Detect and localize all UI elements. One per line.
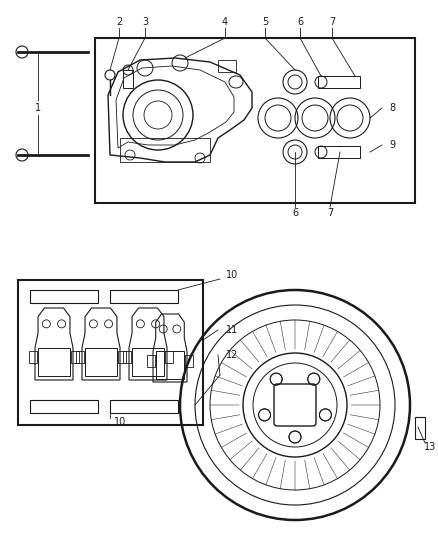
Text: 8: 8 bbox=[389, 103, 395, 113]
Bar bbox=[71, 351, 79, 363]
Bar bbox=[318, 146, 360, 158]
Circle shape bbox=[289, 431, 301, 443]
Text: 2: 2 bbox=[116, 17, 122, 27]
Bar bbox=[185, 355, 193, 367]
Bar bbox=[118, 351, 126, 363]
Text: 6: 6 bbox=[292, 208, 298, 218]
Bar bbox=[30, 290, 98, 303]
Circle shape bbox=[319, 409, 332, 421]
Text: 9: 9 bbox=[389, 140, 395, 150]
Text: 10: 10 bbox=[114, 417, 126, 427]
Bar bbox=[318, 76, 360, 88]
Text: 5: 5 bbox=[262, 17, 268, 27]
Circle shape bbox=[258, 409, 271, 421]
Bar bbox=[147, 355, 155, 367]
Text: 11: 11 bbox=[226, 325, 238, 335]
Text: 7: 7 bbox=[329, 17, 335, 27]
Text: 7: 7 bbox=[327, 208, 333, 218]
Bar bbox=[76, 351, 84, 363]
Bar bbox=[123, 70, 133, 88]
Bar bbox=[30, 400, 98, 413]
Text: 13: 13 bbox=[424, 442, 436, 452]
Circle shape bbox=[308, 373, 320, 385]
Bar bbox=[38, 348, 70, 376]
Bar bbox=[110, 290, 178, 303]
Text: 4: 4 bbox=[222, 17, 228, 27]
Bar bbox=[85, 348, 117, 376]
Bar bbox=[165, 351, 173, 363]
Bar bbox=[218, 60, 236, 72]
Text: 6: 6 bbox=[297, 17, 303, 27]
Bar bbox=[18, 280, 203, 425]
Bar bbox=[110, 400, 178, 413]
Bar bbox=[415, 417, 425, 439]
Text: 3: 3 bbox=[142, 17, 148, 27]
Bar bbox=[29, 351, 37, 363]
Circle shape bbox=[270, 373, 282, 385]
Text: 12: 12 bbox=[226, 350, 238, 360]
Text: 1: 1 bbox=[35, 103, 41, 113]
Bar bbox=[132, 348, 164, 376]
Bar bbox=[156, 351, 184, 378]
Text: 10: 10 bbox=[226, 270, 238, 280]
Bar bbox=[95, 38, 415, 203]
Bar bbox=[123, 351, 131, 363]
